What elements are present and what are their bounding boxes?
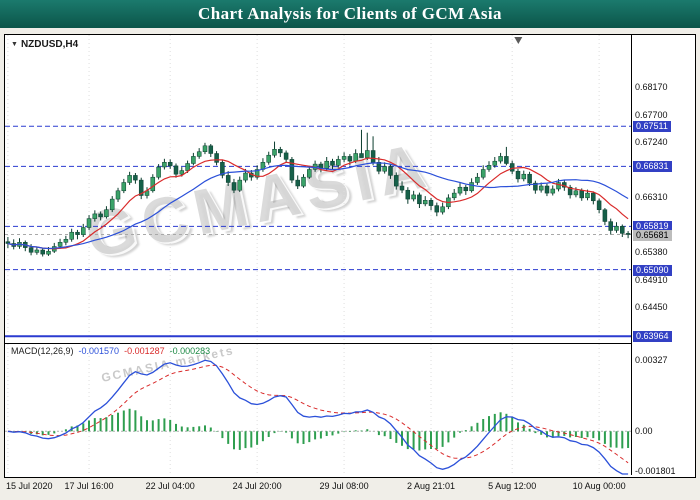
symbol-timeframe-label: ▼ NZDUSD,H4 [11, 39, 78, 50]
macd-histogram [12, 408, 630, 451]
time-label: 17 Jul 16:00 [64, 481, 114, 491]
price-axis-label: 0.65380 [635, 247, 668, 258]
time-label: 10 Aug 00:00 [572, 481, 626, 491]
macd-indicator-label: MACD(12,26,9) -0.001570 -0.001287 -0.000283 [11, 346, 210, 356]
ma-slow-line [7, 162, 629, 250]
macd-signal-line [7, 364, 629, 464]
ma-fast-line [7, 157, 629, 250]
time-label: 5 Aug 12:00 [488, 481, 537, 491]
price-level-badge: 0.66831 [633, 161, 672, 173]
price-level-badge: 0.65819 [633, 221, 672, 233]
macd-hist-value: -0.000283 [169, 346, 211, 356]
price-axis-label: 0.64450 [635, 302, 668, 313]
macd-chart-canvas[interactable] [5, 344, 631, 475]
price-axis-label: 0.64910 [635, 275, 668, 286]
candlesticks [5, 129, 631, 257]
macd-indicator-pane[interactable]: MACD(12,26,9) -0.001570 -0.001287 -0.000283 [5, 344, 631, 475]
price-level-badge: 0.67511 [633, 121, 671, 133]
price-level-badge: 0.63964 [633, 331, 672, 343]
window-titlebar: Chart Analysis for Clients of GCM Asia [0, 0, 700, 28]
time-label: 29 Jul 08:00 [319, 481, 369, 491]
macd-value: -0.001570 [78, 346, 120, 356]
macd-axis-label: 0.00327 [635, 354, 668, 365]
macd-main-line [7, 359, 629, 475]
grid-lines [7, 35, 600, 343]
price-axis-label: 0.67700 [635, 109, 668, 120]
support-resistance-lines [5, 125, 631, 338]
price-level-badge: 0.65090 [633, 264, 672, 276]
window-title: Chart Analysis for Clients of GCM Asia [198, 4, 502, 23]
macd-signal-value: -0.001287 [124, 346, 165, 356]
price-axis-label: 0.67240 [635, 137, 668, 148]
time-label: 15 Jul 2020 [6, 481, 53, 491]
chart-shift-marker [514, 37, 523, 44]
price-axis[interactable]: 0.68170 0.67700 0.67511 0.67240 0.66831 0.663… [632, 35, 694, 476]
main-chart-pane[interactable]: ▼ NZDUSD,H4 [5, 35, 631, 344]
time-label: 22 Jul 04:00 [145, 481, 195, 491]
time-axis[interactable]: 15 Jul 2020 17 Jul 16:00 22 Jul 04:00 24 Ju… [4, 477, 696, 499]
macd-axis-label: -0.001801 [635, 465, 676, 476]
time-label: 2 Aug 21:01 [406, 481, 456, 491]
symbol-text: NZDUSD,H4 [20, 39, 79, 50]
symbol-dropdown-icon: ▼ [11, 41, 18, 48]
price-axis-label: 0.66310 [635, 192, 668, 203]
chart-window: GCMASIA GCMASIA markets ▼ NZDUSD,H4 MACD… [4, 34, 696, 478]
current-price-badge: 0.65681 [633, 229, 672, 241]
plot-column: ▼ NZDUSD,H4 MACD(12,26,9) -0.001570 -0.001… [5, 35, 632, 475]
price-axis-label: 0.68170 [635, 82, 668, 93]
macd-name: MACD(12,26,9) [11, 346, 74, 356]
time-label: 24 Jul 20:00 [232, 481, 282, 491]
price-chart-canvas[interactable] [5, 35, 631, 343]
macd-axis-label: 0.00 [635, 426, 653, 437]
